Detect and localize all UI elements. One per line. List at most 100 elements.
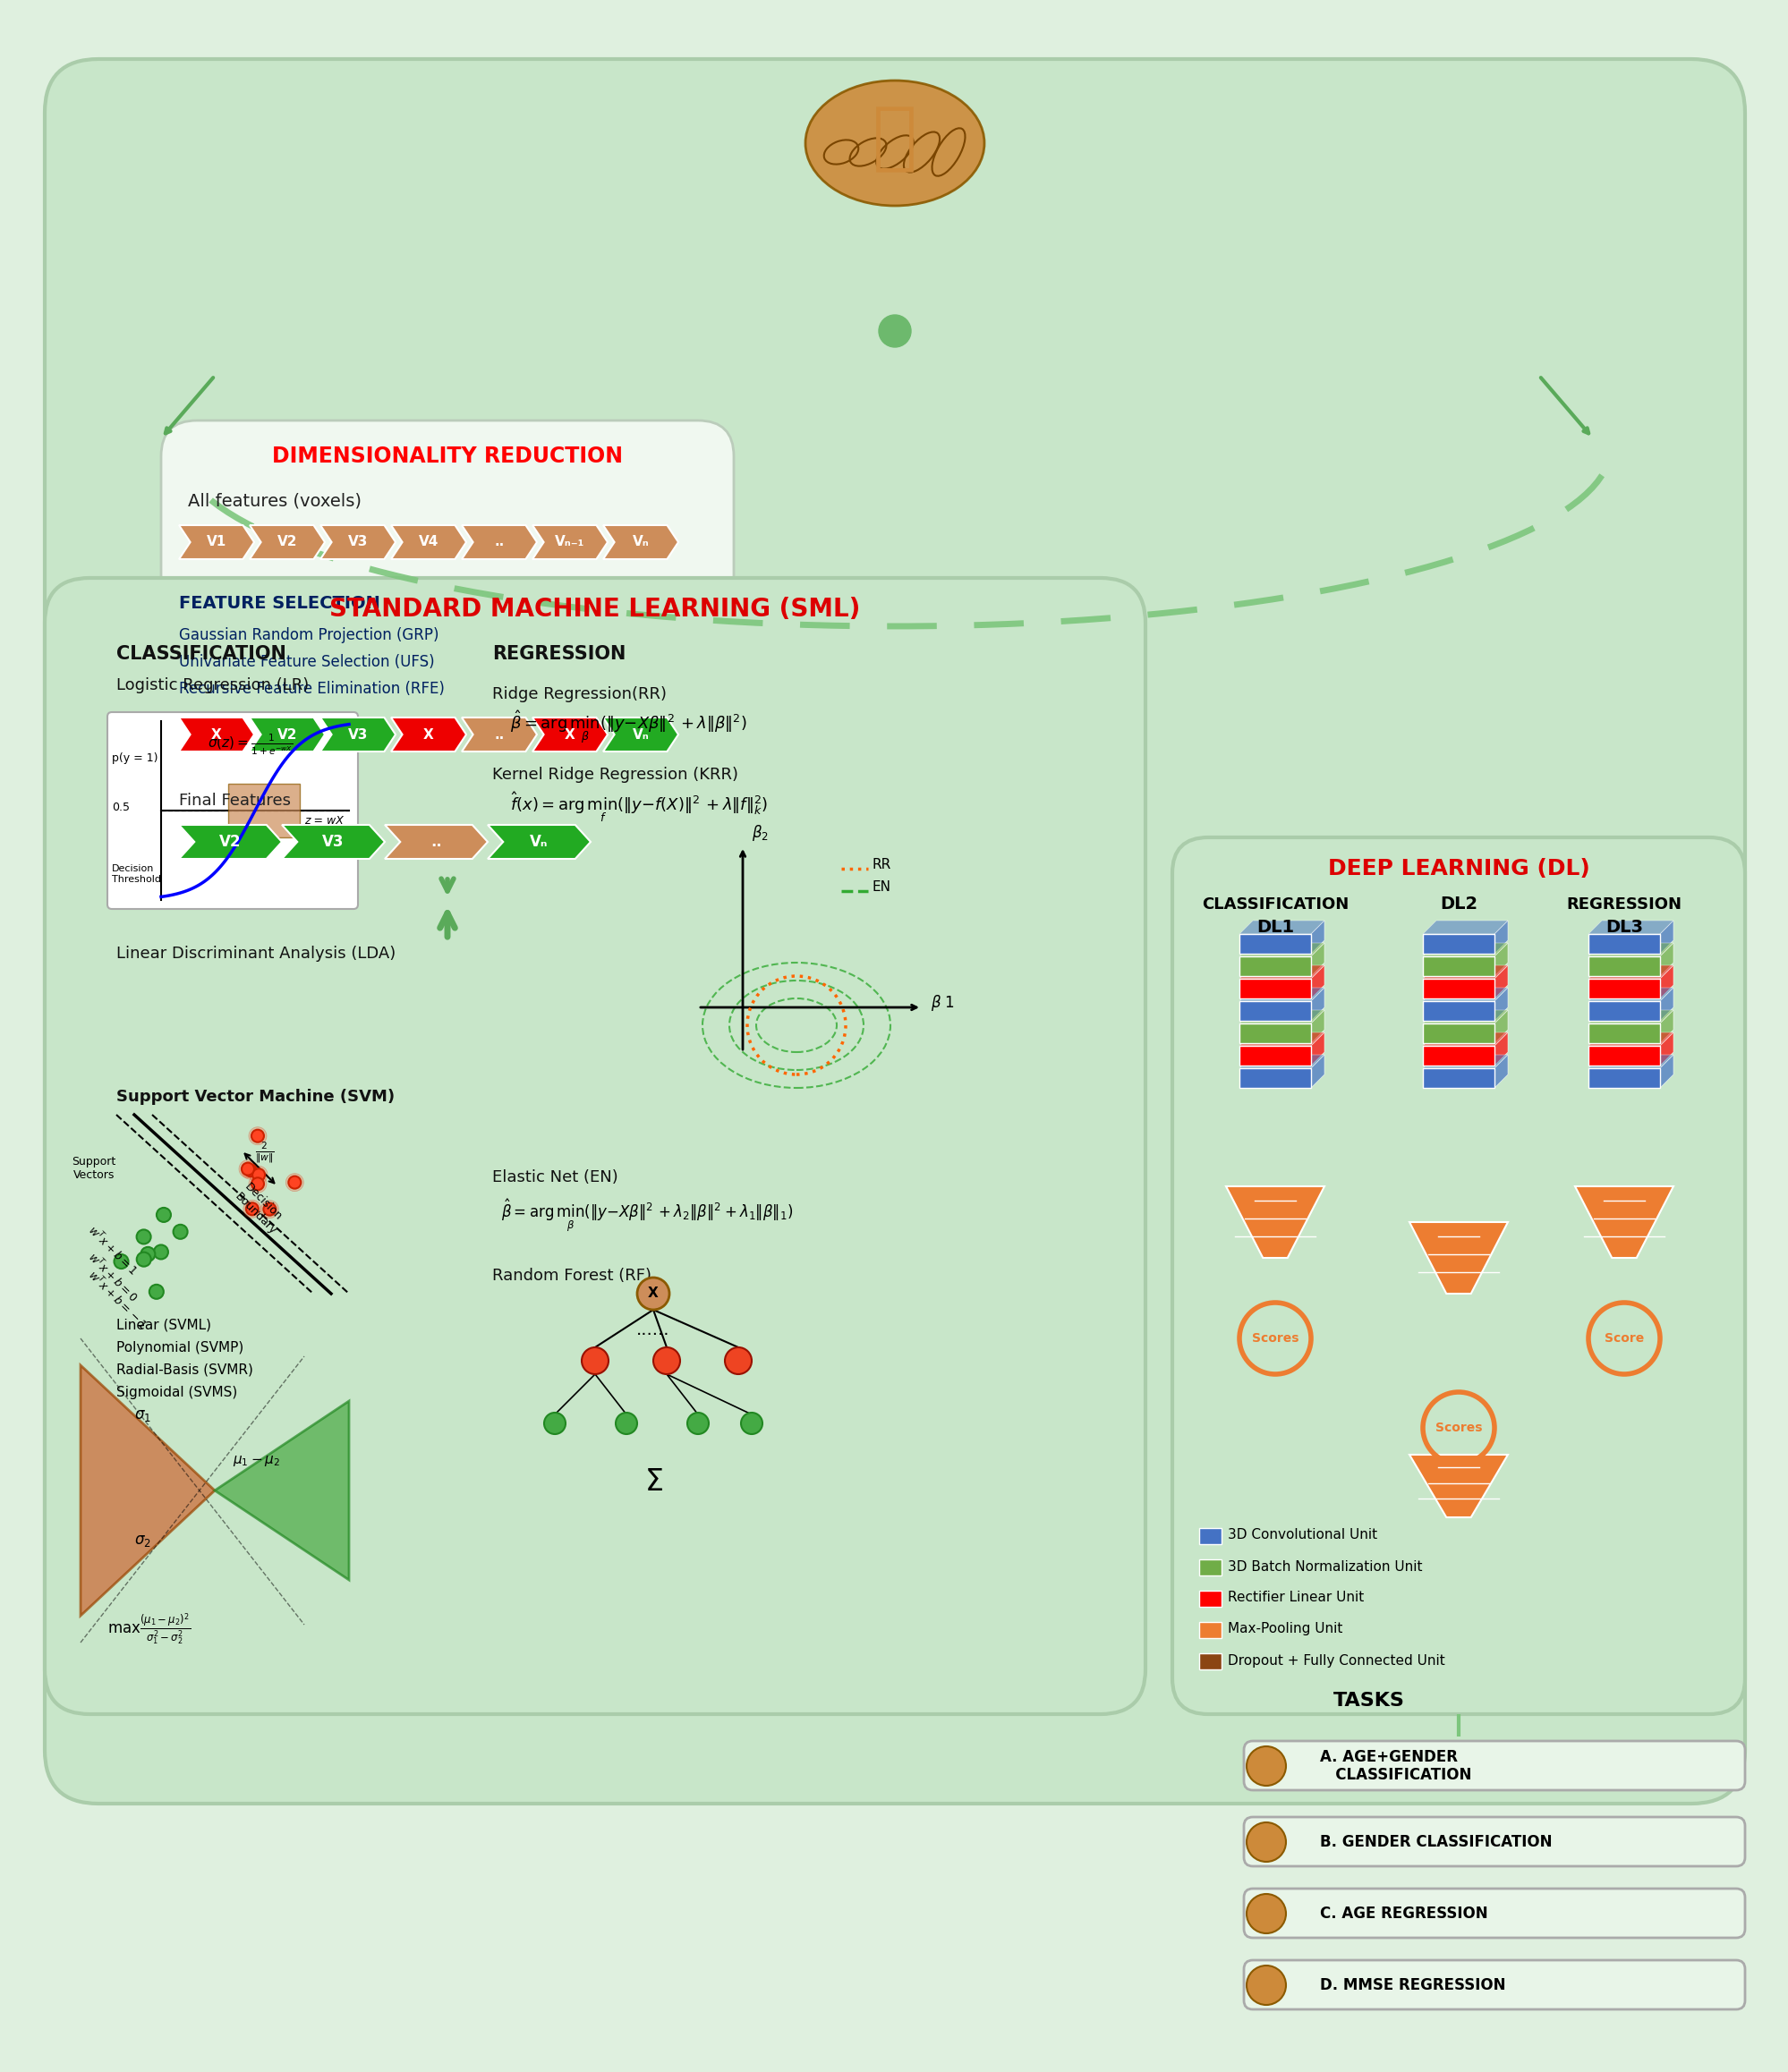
Polygon shape xyxy=(283,825,384,860)
Text: $\sigma_2$: $\sigma_2$ xyxy=(134,1533,150,1548)
Polygon shape xyxy=(1239,920,1323,934)
Text: V3: V3 xyxy=(349,535,368,549)
Text: Decision
Threshold: Decision Threshold xyxy=(113,864,161,885)
Polygon shape xyxy=(603,524,678,559)
Polygon shape xyxy=(1659,1009,1672,1042)
Bar xyxy=(1239,957,1311,976)
Text: z = wX: z = wX xyxy=(304,814,343,827)
Polygon shape xyxy=(1659,966,1672,999)
Text: $\beta_2$: $\beta_2$ xyxy=(751,823,769,843)
Polygon shape xyxy=(1588,1009,1672,1024)
Polygon shape xyxy=(179,524,254,559)
Text: 3D Convolutional Unit: 3D Convolutional Unit xyxy=(1227,1529,1377,1542)
Bar xyxy=(1588,1024,1659,1042)
Polygon shape xyxy=(1588,920,1672,934)
Text: Score: Score xyxy=(1604,1332,1643,1345)
Bar xyxy=(1239,1024,1311,1042)
Bar xyxy=(1421,1024,1493,1042)
Circle shape xyxy=(581,1347,608,1374)
Polygon shape xyxy=(1588,1032,1672,1046)
Text: B. GENDER CLASSIFICATION: B. GENDER CLASSIFICATION xyxy=(1320,1834,1552,1850)
Text: Sigmoidal (SVMS): Sigmoidal (SVMS) xyxy=(116,1386,238,1399)
Bar xyxy=(1588,1069,1659,1088)
FancyBboxPatch shape xyxy=(1243,1888,1743,1937)
Polygon shape xyxy=(1421,1055,1507,1069)
Circle shape xyxy=(252,1169,265,1181)
Text: Gaussian Random Projection (GRP): Gaussian Random Projection (GRP) xyxy=(179,628,438,642)
Polygon shape xyxy=(392,524,467,559)
Text: FEATURE SELECTION: FEATURE SELECTION xyxy=(179,595,381,613)
FancyBboxPatch shape xyxy=(1243,1740,1743,1790)
Polygon shape xyxy=(1311,920,1323,953)
Polygon shape xyxy=(1239,1055,1323,1069)
Polygon shape xyxy=(1588,943,1672,957)
Polygon shape xyxy=(215,1401,349,1581)
Bar xyxy=(1588,934,1659,953)
Text: REGRESSION: REGRESSION xyxy=(1566,897,1681,912)
Polygon shape xyxy=(320,717,395,752)
Polygon shape xyxy=(533,717,608,752)
Text: X: X xyxy=(211,727,222,742)
Text: ..: .. xyxy=(431,833,442,850)
Text: Logistic Regression (LR): Logistic Regression (LR) xyxy=(116,678,309,694)
Polygon shape xyxy=(1239,943,1323,957)
Circle shape xyxy=(136,1229,150,1243)
Polygon shape xyxy=(1588,966,1672,978)
Text: $\sigma_1$: $\sigma_1$ xyxy=(134,1407,150,1423)
Circle shape xyxy=(878,315,910,348)
Circle shape xyxy=(544,1413,565,1434)
Polygon shape xyxy=(1311,1009,1323,1042)
Text: $\Sigma$: $\Sigma$ xyxy=(644,1467,662,1496)
Circle shape xyxy=(615,1413,637,1434)
Text: Elastic Net (EN): Elastic Net (EN) xyxy=(492,1169,619,1185)
Polygon shape xyxy=(533,524,608,559)
Bar xyxy=(1588,1001,1659,1021)
Text: DIMENSIONALITY REDUCTION: DIMENSIONALITY REDUCTION xyxy=(272,445,622,466)
Polygon shape xyxy=(461,524,536,559)
Bar xyxy=(1588,957,1659,976)
Polygon shape xyxy=(1311,943,1323,976)
Circle shape xyxy=(1246,1966,1286,2006)
Bar xyxy=(1239,1001,1311,1021)
Polygon shape xyxy=(1493,966,1507,999)
Bar xyxy=(1421,1001,1493,1021)
Polygon shape xyxy=(1588,988,1672,1001)
Polygon shape xyxy=(1493,1032,1507,1065)
Text: V1: V1 xyxy=(206,535,227,549)
Text: DEEP LEARNING (DL): DEEP LEARNING (DL) xyxy=(1327,858,1590,879)
Circle shape xyxy=(261,1200,279,1218)
Text: V3: V3 xyxy=(349,727,368,742)
Text: DL1: DL1 xyxy=(1255,918,1293,934)
Text: Support
Vectors: Support Vectors xyxy=(72,1156,116,1181)
Circle shape xyxy=(1246,1747,1286,1786)
Circle shape xyxy=(173,1225,188,1239)
Bar xyxy=(1198,1591,1221,1606)
Text: $\mu_1 - \mu_2$: $\mu_1 - \mu_2$ xyxy=(232,1455,281,1469)
Circle shape xyxy=(250,1167,268,1183)
Bar xyxy=(1239,1046,1311,1065)
Text: Polynomial (SVMP): Polynomial (SVMP) xyxy=(116,1341,243,1355)
Polygon shape xyxy=(1409,1455,1507,1517)
Polygon shape xyxy=(1311,1032,1323,1065)
Polygon shape xyxy=(1588,1055,1672,1069)
Text: C. AGE REGRESSION: C. AGE REGRESSION xyxy=(1320,1906,1488,1921)
Text: V2: V2 xyxy=(277,535,297,549)
Text: Vₙ: Vₙ xyxy=(631,727,649,742)
Polygon shape xyxy=(1659,920,1672,953)
Circle shape xyxy=(252,1129,265,1142)
Bar xyxy=(1421,978,1493,999)
Bar xyxy=(1198,1527,1221,1544)
Text: $\hat{\beta} = \arg\min_{\beta} (\| y - X\beta \|^2 + \lambda \| \beta \|^2)$: $\hat{\beta} = \arg\min_{\beta} (\| y - … xyxy=(510,709,747,746)
Polygon shape xyxy=(1659,1032,1672,1065)
Polygon shape xyxy=(1421,943,1507,957)
Polygon shape xyxy=(1239,966,1323,978)
Bar xyxy=(1239,934,1311,953)
Text: RR: RR xyxy=(873,858,890,872)
Polygon shape xyxy=(179,825,283,860)
Text: Final Features: Final Features xyxy=(179,794,291,808)
Polygon shape xyxy=(1239,1009,1323,1024)
Text: Univariate Feature Selection (UFS): Univariate Feature Selection (UFS) xyxy=(179,655,434,669)
Polygon shape xyxy=(250,717,325,752)
Polygon shape xyxy=(392,717,467,752)
Circle shape xyxy=(288,1177,300,1189)
